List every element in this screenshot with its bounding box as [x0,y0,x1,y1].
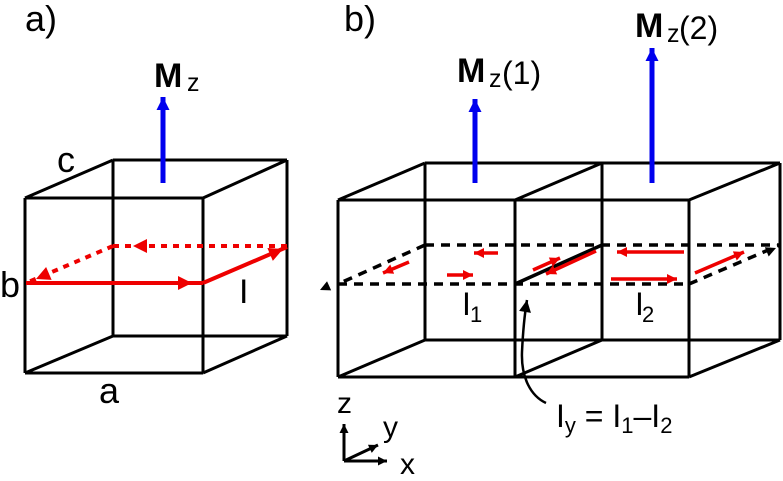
equation-part-sub: 1 [621,413,633,438]
box-edge [688,161,781,202]
magnetization-1-label: M [457,52,485,90]
panel-a-tag: a) [25,0,57,39]
equation-part-sub: 2 [660,413,672,438]
box-edge [514,338,603,379]
box-edge [688,338,781,379]
equation-part: –I [634,398,661,434]
current-2-label-sub: 2 [642,302,654,327]
panel-b: z y x b) M z (1) M z (2) I 1 I 2 Iy = I1… [320,0,782,481]
magnetization-1-label-sub: z [489,65,502,93]
double-box-wireframe [336,161,782,379]
magnetization-label-sub: z [187,69,200,97]
current-1-label-sub: 1 [470,302,482,327]
magnetization-label: M [154,57,182,95]
shared-edge-down-arrow [545,249,597,276]
current-arrowhead [36,267,52,280]
magnetization-2-label-sub: z [667,20,680,48]
magnetization-2-label: M [635,7,663,45]
current-arrowhead [267,248,283,261]
magnetization-2-label-index: (2) [679,10,718,46]
midplane-dashed-left [337,243,426,286]
equation-part: = I [576,398,621,434]
current-2-right-arrow [694,250,745,275]
shared-edge-up-arrow [532,256,561,272]
midplane-dashed-right [688,243,781,286]
edge-label-a: a [99,370,120,411]
current-label: I [239,273,248,311]
current-loop [25,239,288,290]
box-edge [337,338,426,379]
current-1-label: I [462,286,471,322]
net-current-pointer-arrow [519,299,547,405]
net-current-equation: Iy = I1–I2 [556,398,672,438]
cube-edge [202,158,288,200]
midplane-arrowhead [764,247,776,257]
coordinate-axes: z y x [337,387,415,481]
box-edge [514,161,603,202]
edge-label-b: b [0,264,20,305]
current-1-left-arrow [382,260,410,275]
equation-part: I [556,398,565,434]
current-2-label: I [635,286,644,322]
magnetization-1-label-index: (1) [502,55,541,91]
cube-edge [24,158,114,200]
panel-a: a) c b a I M z [0,0,289,411]
z-axis-label: z [337,387,352,420]
box-edge [337,161,426,202]
edge-label-c: c [57,139,75,180]
panel-b-tag: b) [344,0,376,39]
equation-part-sub: y [565,413,576,438]
cube-edge [24,334,114,375]
y-axis-label: y [383,411,398,444]
current-arrows [382,247,745,284]
cube-edge [202,334,288,375]
shared-edge-midline [514,243,603,286]
current-loop-left [25,244,114,285]
x-axis-label: x [400,448,415,476]
y-axis-arrow [343,443,379,463]
